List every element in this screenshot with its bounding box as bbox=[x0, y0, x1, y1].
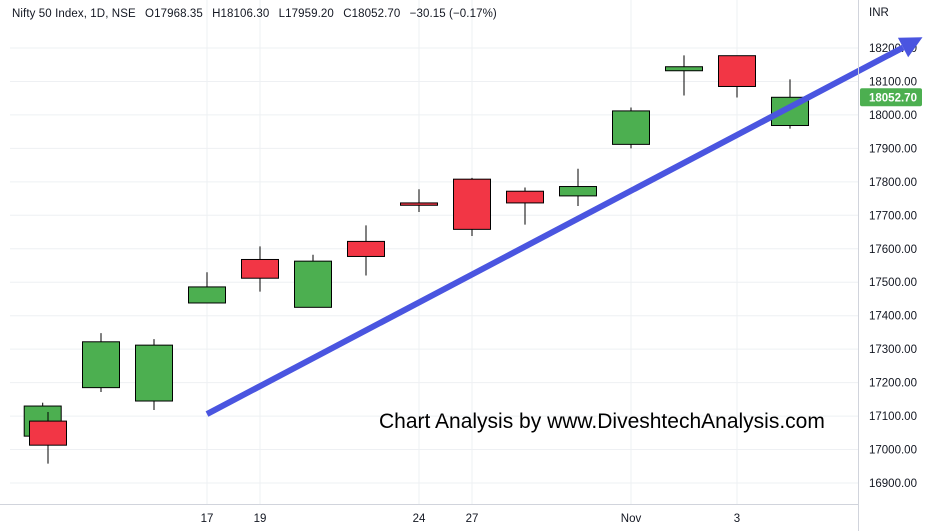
x-tick-label: 27 bbox=[466, 513, 479, 525]
y-tick-label: 16900.00 bbox=[869, 478, 917, 490]
y-tick-label: 18000.00 bbox=[869, 110, 917, 122]
grid bbox=[10, 0, 858, 504]
y-tick-label: 17900.00 bbox=[869, 143, 917, 155]
candles bbox=[23, 55, 809, 464]
candle[interactable] bbox=[135, 339, 173, 411]
x-tick-label: 3 bbox=[734, 513, 740, 525]
candle-body bbox=[82, 341, 120, 389]
candle-body bbox=[241, 258, 279, 279]
candle-body bbox=[612, 110, 650, 145]
candle-body bbox=[506, 190, 544, 204]
candle[interactable] bbox=[29, 412, 67, 464]
candle-body bbox=[29, 420, 67, 446]
last-price-badge: 18052.70 bbox=[860, 88, 922, 107]
candle-body bbox=[347, 240, 385, 257]
y-tick-label: 17800.00 bbox=[869, 177, 917, 189]
last-price-badge-bg bbox=[860, 88, 922, 107]
candle[interactable] bbox=[665, 55, 703, 96]
chart-header: Nifty 50 Index, 1D, NSE O17968.35 H18106… bbox=[12, 8, 503, 20]
candle[interactable] bbox=[294, 254, 332, 308]
candle-body bbox=[135, 344, 173, 402]
candle[interactable] bbox=[612, 107, 650, 149]
low-value: L17959.20 bbox=[278, 8, 334, 20]
open-value: O17968.35 bbox=[145, 8, 203, 20]
y-tick-label: 17200.00 bbox=[869, 378, 917, 390]
candle-body bbox=[294, 260, 332, 308]
change-value: −30.15 (−0.17%) bbox=[409, 8, 497, 20]
high-value: H18106.30 bbox=[212, 8, 270, 20]
y-tick-label: 17300.00 bbox=[869, 344, 917, 356]
candle[interactable] bbox=[347, 225, 385, 276]
x-tick-label: 17 bbox=[201, 513, 214, 525]
x-tick-label: 19 bbox=[254, 513, 267, 525]
watermark-text: Chart Analysis by www.DiveshtechAnalysis… bbox=[379, 410, 825, 433]
candle-body bbox=[559, 186, 597, 197]
y-tick-label: 17400.00 bbox=[869, 311, 917, 323]
time-axis[interactable]: 17 19 24 27 Nov 3 bbox=[201, 513, 741, 525]
trendline bbox=[205, 44, 905, 417]
y-tick-label: 17000.00 bbox=[869, 445, 917, 457]
candle[interactable] bbox=[718, 55, 756, 98]
candle-body bbox=[718, 55, 756, 87]
y-tick-label: 17700.00 bbox=[869, 210, 917, 222]
candle[interactable] bbox=[559, 168, 597, 206]
close-value: C18052.70 bbox=[343, 8, 401, 20]
candle-body bbox=[188, 286, 226, 304]
symbol-label: Nifty 50 Index, 1D, NSE bbox=[12, 8, 136, 20]
currency-label: INR bbox=[869, 7, 889, 19]
candle[interactable] bbox=[506, 187, 544, 225]
y-tick-label: 17500.00 bbox=[869, 277, 917, 289]
last-price-label: 18052.70 bbox=[869, 92, 917, 104]
candle-body bbox=[453, 178, 491, 230]
candle[interactable] bbox=[453, 177, 491, 237]
candle-body bbox=[400, 202, 438, 206]
x-tick-label: 24 bbox=[413, 513, 426, 525]
candle[interactable] bbox=[241, 246, 279, 292]
candle[interactable] bbox=[188, 272, 226, 304]
y-tick-label: 18100.00 bbox=[869, 76, 917, 88]
candle[interactable] bbox=[82, 333, 120, 392]
price-axis[interactable]: 16900.00 17000.00 17100.00 17200.00 17300.00… bbox=[869, 76, 917, 490]
candle[interactable] bbox=[400, 189, 438, 212]
y-tick-label: 17100.00 bbox=[869, 411, 917, 423]
y-tick-label: 17600.00 bbox=[869, 244, 917, 256]
arrow-head-icon bbox=[897, 37, 923, 58]
candle-body bbox=[665, 66, 703, 72]
trendline-arrow[interactable] bbox=[205, 37, 923, 417]
x-tick-label: Nov bbox=[621, 513, 642, 525]
